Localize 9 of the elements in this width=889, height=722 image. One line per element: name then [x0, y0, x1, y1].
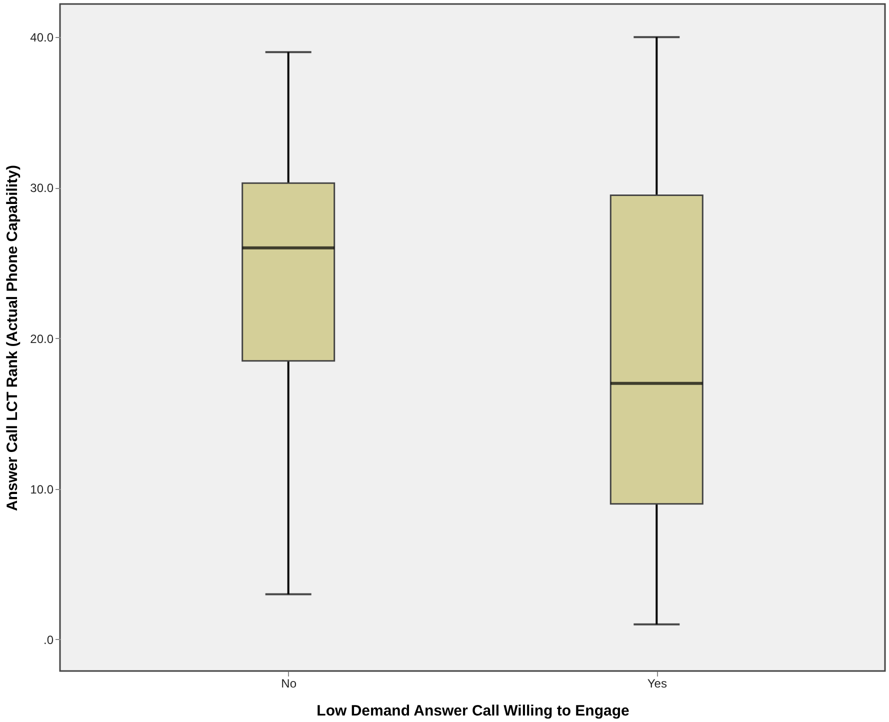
y-tick-label: .0 — [43, 632, 54, 647]
x-tick-label: No — [281, 676, 297, 690]
y-tick-label: 30.0 — [30, 181, 54, 196]
x-tick-label: Yes — [647, 676, 667, 690]
y-axis-title: Answer Call LCT Rank (Actual Phone Capability) — [4, 165, 22, 511]
y-tick-label: 20.0 — [30, 332, 54, 346]
y-tick-label: 10.0 — [30, 482, 54, 496]
x-axis-title: Low Demand Answer Call Willing to Engage — [316, 702, 630, 720]
y-tick-label: 40.0 — [30, 30, 54, 45]
